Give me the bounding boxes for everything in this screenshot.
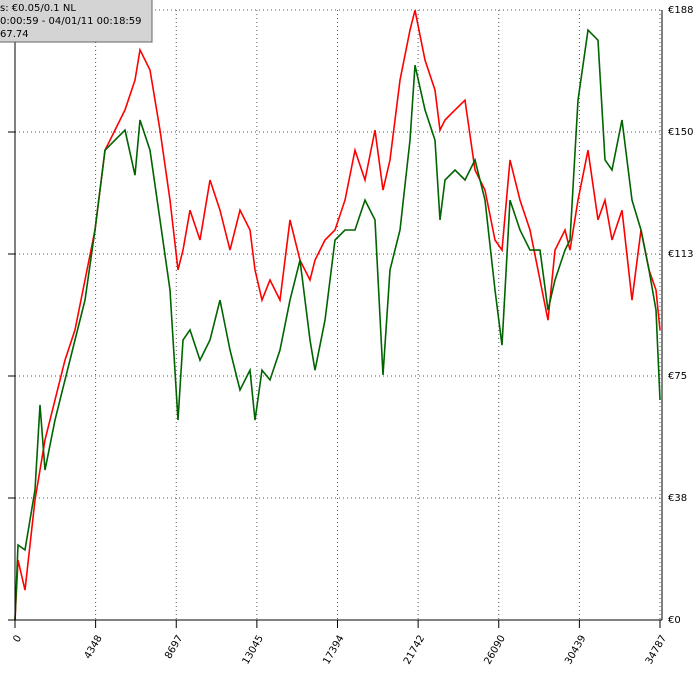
y-tick-label: €113 bbox=[668, 249, 693, 260]
info-line: s: €0.05/0.1 NL bbox=[0, 3, 76, 14]
info-line: 0:00:59 - 04/01/11 00:18:59 bbox=[0, 16, 142, 27]
x-tick-label: 0 bbox=[11, 634, 24, 645]
y-tick-label: €188 bbox=[668, 5, 693, 16]
info-box: s: €0.05/0.1 NL 0:00:59 - 04/01/11 00:18… bbox=[0, 0, 153, 43]
lines bbox=[14, 10, 661, 621]
y-tick-label: €150 bbox=[668, 127, 693, 138]
y-tick-label: €38 bbox=[668, 493, 687, 504]
y-tick-label: €75 bbox=[668, 371, 687, 382]
series-line bbox=[14, 28, 661, 621]
series-line bbox=[14, 10, 661, 621]
y-tick-label: €0 bbox=[668, 615, 681, 626]
info-line: 67.74 bbox=[0, 29, 29, 40]
info-box-bg bbox=[0, 0, 153, 43]
